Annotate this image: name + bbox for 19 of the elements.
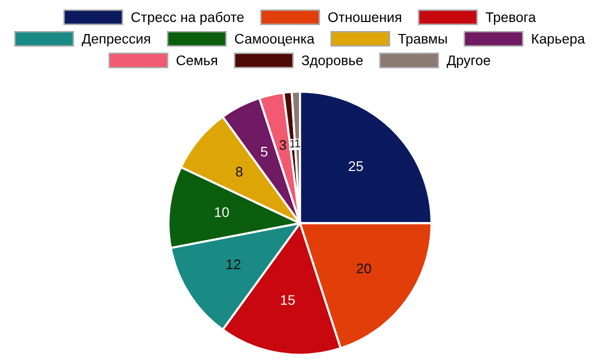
legend-label: Семья [176, 55, 218, 66]
legend-label: Здоровье [302, 55, 363, 68]
data-label: 1 [295, 140, 300, 148]
legend-label: Карьера [532, 34, 585, 46]
data-label: 8 [236, 166, 242, 177]
legend-label: Самооценка [234, 34, 314, 46]
data-label: 15 [280, 295, 295, 305]
data-label: 12 [226, 259, 240, 270]
legend-label: Другое [446, 56, 490, 68]
legend-label: Тревога [486, 12, 536, 25]
legend-label: Депрессия [82, 34, 150, 46]
data-label: 20 [356, 263, 372, 274]
data-label: 5 [260, 146, 268, 157]
legend-label: Отношения [328, 12, 402, 22]
data-label: 25 [348, 161, 363, 172]
legend-label: Стресс на работе [131, 12, 244, 25]
data-label: 3 [279, 140, 286, 150]
legend-label: Травмы [398, 34, 447, 46]
data-label: 10 [215, 207, 229, 218]
